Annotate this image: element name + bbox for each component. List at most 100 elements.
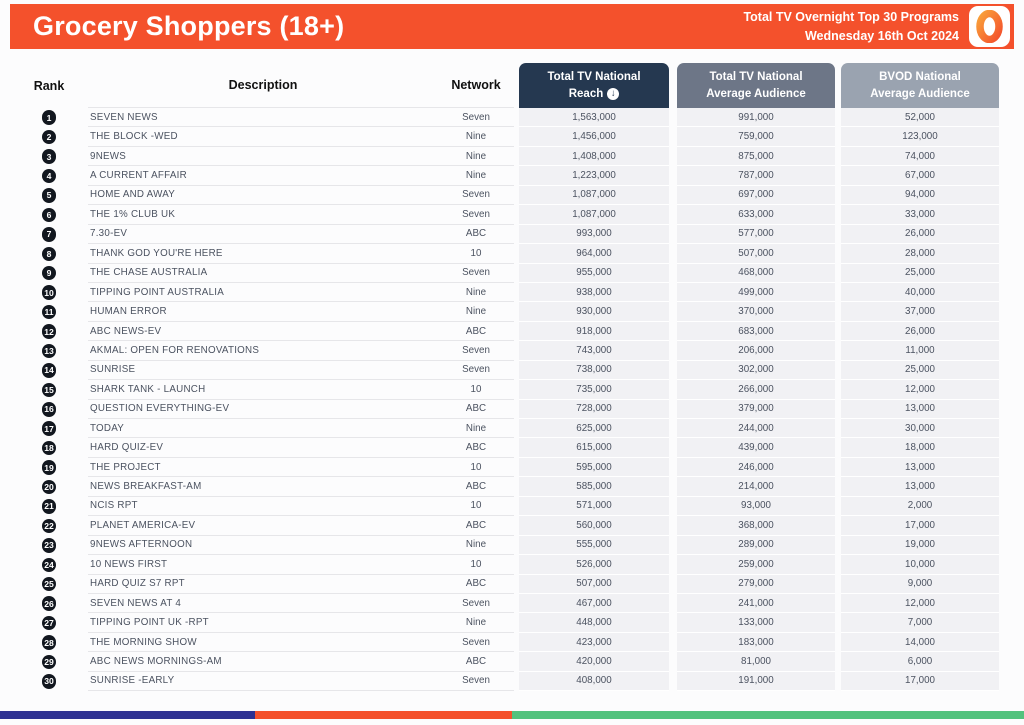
rank-badge: 15 [41,382,57,398]
bvod-audience-value: 6,000 [841,652,999,672]
program-network: ABC [438,652,514,672]
avg-header-line2: Average Audience [706,87,806,100]
reach-value: 1,456,000 [519,127,669,147]
bvod-audience-value: 10,000 [841,555,999,575]
rank-cell: 16 [10,400,88,419]
page-title: Grocery Shoppers (18+) [33,11,345,41]
rank-badge: 3 [41,149,57,164]
bvod-audience-value: 12,000 [841,380,999,400]
program-description: HARD QUIZ-EV [88,438,438,458]
rank-cell: 12 [10,322,88,341]
program-description: TIPPING POINT AUSTRALIA [88,283,438,303]
program-description: THANK GOD YOU'RE HERE [88,244,438,264]
rank-badge: 22 [41,518,57,534]
rank-badge: 8 [41,246,57,262]
avg-audience-value: 279,000 [677,574,835,594]
rank-cell: 5 [10,186,88,205]
column-header-reach[interactable]: Total TV National Reach ↓ [519,63,669,108]
rank-badge: 9 [41,265,57,281]
rank-cell: 30 [10,672,88,691]
table-row: 7 7.30-EV ABC 993,000 577,000 26,000 [10,224,1014,245]
bvod-audience-value: 12,000 [841,593,999,614]
reach-header-line1: Total TV National [547,71,641,84]
table-row: 2 THE BLOCK -WED Nine 1,456,000 759,000 … [10,127,1014,147]
table-row: 8 THANK GOD YOU'RE HERE 10 964,000 507,0… [10,244,1014,264]
footer-color-bar [0,711,1024,719]
program-network: 10 [438,555,514,575]
program-description: HUMAN ERROR [88,302,438,322]
avg-audience-value: 633,000 [677,205,835,225]
rank-badge: 18 [41,440,57,456]
rank-cell: 27 [10,613,88,632]
avg-audience-value: 259,000 [677,555,835,575]
program-network: ABC [438,477,514,497]
reach-value: 735,000 [519,380,669,400]
reach-value: 595,000 [519,457,669,478]
reach-value: 423,000 [519,632,669,653]
avg-audience-value: 499,000 [677,282,835,303]
program-description: ABC NEWS MORNINGS-AM [88,652,438,672]
avg-audience-value: 246,000 [677,457,835,478]
rank-badge: 11 [41,304,57,320]
rank-badge: 29 [41,654,57,670]
program-description: NEWS BREAKFAST-AM [88,477,438,497]
program-network: ABC [438,400,514,419]
reach-value: 993,000 [519,224,669,245]
table-row: 3 9NEWS Nine 1,408,000 875,000 74,000 [10,146,1014,167]
program-network: ABC [438,516,514,536]
table-row: 19 THE PROJECT 10 595,000 246,000 13,000 [10,457,1014,478]
sort-descending-icon[interactable]: ↓ [607,87,620,100]
table-row: 14 SUNRISE Seven 738,000 302,000 25,000 [10,360,1014,381]
program-network: Seven [438,341,514,361]
avg-audience-value: 81,000 [677,652,835,672]
program-description: TODAY [88,419,438,439]
avg-audience-value: 206,000 [677,341,835,361]
column-header-description: Description [88,63,438,108]
table-header-row: Rank Description Network Total TV Nation… [10,63,1014,108]
column-header-bvod[interactable]: BVOD National Average Audience [841,63,999,108]
bvod-audience-value: 13,000 [841,477,999,497]
reach-value: 625,000 [519,419,669,439]
rank-cell: 18 [10,438,88,457]
reach-value: 938,000 [519,282,669,303]
program-description: A CURRENT AFFAIR [88,166,438,186]
bvod-header-line2: Average Audience [870,87,970,100]
rank-cell: 3 [10,147,88,166]
avg-audience-value: 379,000 [677,399,835,419]
program-network: Seven [438,205,514,225]
program-network: ABC [438,438,514,458]
avg-audience-value: 241,000 [677,593,835,614]
program-description: SHARK TANK - LAUNCH [88,380,438,400]
program-network: Nine [438,536,514,556]
program-network: ABC [438,225,514,245]
rank-badge: 4 [41,168,57,184]
rank-badge: 17 [41,421,57,436]
table-row: 22 PLANET AMERICA-EV ABC 560,000 368,000… [10,516,1014,536]
bvod-audience-value: 19,000 [841,535,999,556]
rank-badge: 25 [41,576,57,592]
program-network: Nine [438,419,514,439]
rank-cell: 29 [10,652,88,671]
avg-header-line1: Total TV National [709,71,803,84]
column-header-avg-audience[interactable]: Total TV National Average Audience [677,63,835,108]
table-row: 6 THE 1% CLUB UK Seven 1,087,000 633,000… [10,205,1014,225]
reach-header-line2: Reach ↓ [569,86,620,102]
rank-badge: 23 [41,538,57,553]
program-description: SEVEN NEWS AT 4 [88,594,438,614]
avg-audience-value: 507,000 [677,244,835,264]
rank-cell: 26 [10,594,88,613]
bvod-audience-value: 26,000 [841,321,999,342]
program-network: 10 [438,497,514,517]
bvod-audience-value: 67,000 [841,166,999,186]
program-network: Seven [438,264,514,283]
program-network: Nine [438,613,514,633]
rank-badge: 19 [41,460,57,475]
reach-value: 964,000 [519,244,669,264]
table-row: 29 ABC NEWS MORNINGS-AM ABC 420,000 81,0… [10,652,1014,672]
reach-value: 571,000 [519,496,669,517]
table-row: 18 HARD QUIZ-EV ABC 615,000 439,000 18,0… [10,438,1014,458]
bvod-audience-value: 2,000 [841,496,999,517]
reach-value: 743,000 [519,341,669,361]
bvod-audience-value: 33,000 [841,205,999,225]
rank-cell: 13 [10,341,88,360]
